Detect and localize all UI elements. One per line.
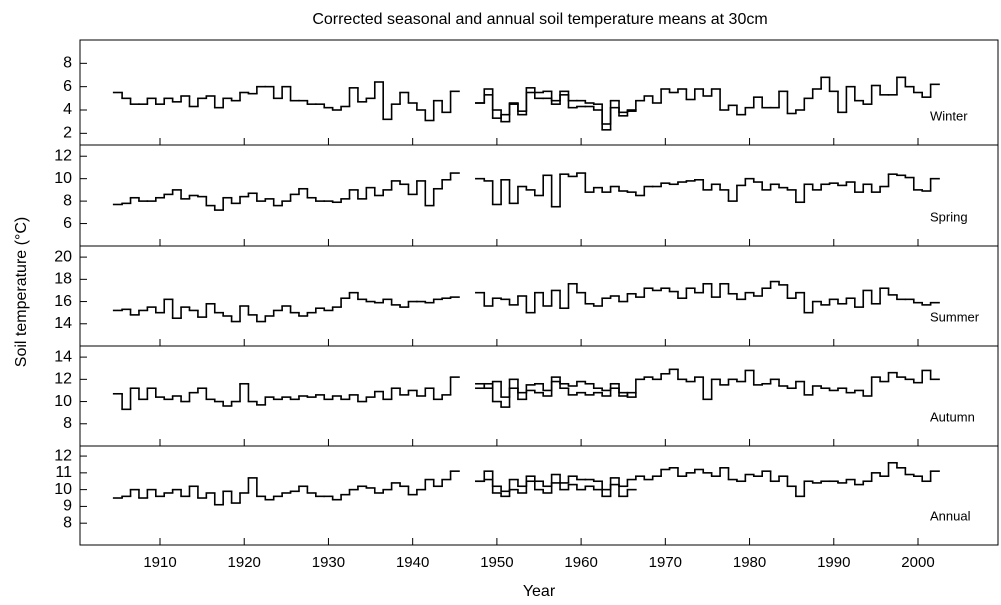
panel-frame [79,245,999,347]
y-tick-label: 10 [54,170,72,187]
y-tick-label: 12 [54,371,72,388]
y-tick-label: 14 [54,315,72,332]
y-tick-label: 10 [54,481,72,498]
y-tick-label: 8 [63,415,72,432]
x-tick-label: 2000 [901,554,934,571]
y-tick-label: 10 [54,393,72,410]
x-tick-label: 1950 [480,554,513,571]
panel-label: Autumn [930,409,975,424]
panel-frame [79,445,999,546]
y-tick-label: 6 [63,78,72,95]
y-tick-label: 20 [54,248,72,265]
chart-title: Corrected seasonal and annual soil tempe… [312,11,767,28]
y-tick-label: 4 [63,101,72,118]
x-tick-label: 1910 [143,554,176,571]
x-tick-label: 1920 [228,554,261,571]
y-tick-label: 6 [63,215,72,232]
x-tick-label: 1960 [564,554,597,571]
y-tick-label: 12 [54,447,72,464]
x-tick-label: 1940 [396,554,429,571]
x-tick-label: 1990 [817,554,850,571]
y-tick-label: 18 [54,271,72,288]
panel-label: Annual [930,508,971,523]
x-tick-label: 1970 [649,554,682,571]
y-tick-label: 14 [54,348,72,365]
panel-label: Winter [930,108,968,123]
y-tick-label: 11 [55,464,72,481]
y-tick-label: 12 [54,147,72,164]
y-tick-label: 16 [54,293,72,310]
panel-label: Spring [930,209,968,224]
y-axis-title: Soil temperature (°C) [13,217,30,367]
y-tick-label: 8 [63,55,72,72]
panel-label: Summer [930,309,980,324]
x-tick-label: 1930 [312,554,345,571]
y-tick-label: 8 [63,514,72,531]
y-tick-label: 8 [63,192,72,209]
y-tick-label: 2 [63,125,72,142]
panel-frame [79,345,999,447]
x-tick-label: 1980 [733,554,766,571]
y-tick-label: 9 [63,498,72,515]
x-axis-title: Year [523,583,556,600]
